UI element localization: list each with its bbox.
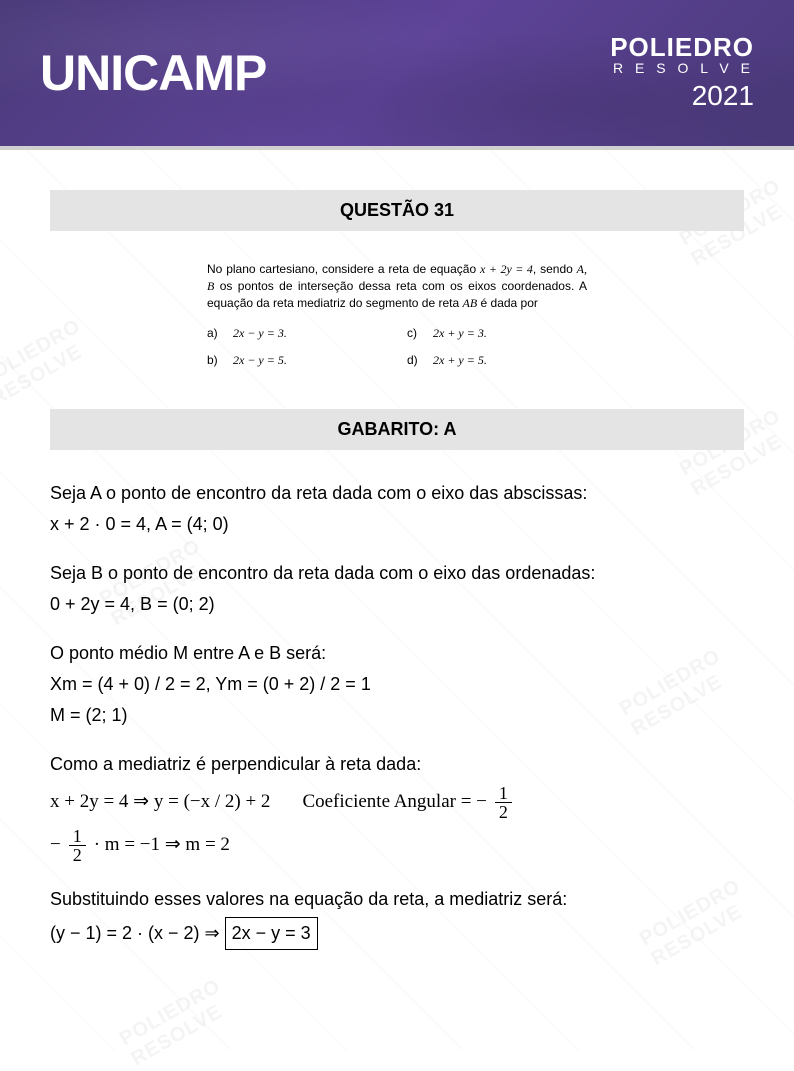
prompt-prefix: No plano cartesiano, considere a reta de… [207,262,480,276]
question-prompt: No plano cartesiano, considere a reta de… [207,261,587,369]
s4-eq2-frac-den: 2 [69,846,86,864]
s4-eq1-frac: 1 2 [495,784,512,821]
poliedro-logo-year: 2021 [610,80,754,112]
s1-line2: x + 2 · 0 = 4, A = (4; 0) [50,511,744,538]
s5-line2: (y − 1) = 2 · (x − 2) ⇒ 2x − y = 3 [50,917,744,950]
s4-eq1-frac-den: 2 [495,803,512,821]
option-d-label: d) [407,352,425,369]
prompt-seg: AB [463,296,478,310]
s4-eq2-frac-num: 1 [69,827,86,846]
s4-line1: Como a mediatriz é perpendicular à reta … [50,751,744,778]
s4-eq2-frac: 1 2 [69,827,86,864]
solution-step-5: Substituindo esses valores na equação da… [50,886,744,950]
s4-eq2-pre: − [50,831,61,860]
options-grid: a) 2x − y = 3. c) 2x + y = 3. b) 2x − y … [207,325,587,369]
poliedro-logo-top: POLIEDRO [610,34,754,60]
solution-body: Seja A o ponto de encontro da reta dada … [50,480,744,950]
unicamp-logo: UNICAMP [40,44,266,102]
solution-step-4: Como a mediatriz é perpendicular à reta … [50,751,744,864]
s4-eq1-frac-num: 1 [495,784,512,803]
s3-line1: O ponto médio M entre A e B será: [50,640,744,667]
s2-line2: 0 + 2y = 4, B = (0; 2) [50,591,744,618]
option-b: b) 2x − y = 5. [207,352,387,369]
prompt-eq: x + 2y = 4 [480,262,533,276]
option-c-label: c) [407,325,425,342]
s4-eq2-post: · m = −1 ⇒ m = 2 [94,831,230,860]
s5-line2-pre: (y − 1) = 2 · (x − 2) ⇒ [50,923,225,943]
solution-step-3: O ponto médio M entre A e B será: Xm = (… [50,640,744,729]
question-title: QUESTÃO 31 [50,190,744,231]
prompt-suffix: é dada por [477,296,538,310]
option-a-eq: 2x − y = 3. [233,325,287,342]
option-a: a) 2x − y = 3. [207,325,387,342]
option-d-eq: 2x + y = 5. [433,352,487,369]
poliedro-logo-subtitle: R E S O L V E [610,60,754,77]
solution-step-2: Seja B o ponto de encontro da reta dada … [50,560,744,618]
s2-line1: Seja B o ponto de encontro da reta dada … [50,560,744,587]
s3-line2: Xm = (4 + 0) / 2 = 2, Ym = (0 + 2) / 2 =… [50,671,744,698]
option-d: d) 2x + y = 5. [407,352,587,369]
solution-step-1: Seja A o ponto de encontro da reta dada … [50,480,744,538]
option-b-eq: 2x − y = 5. [233,352,287,369]
option-c-eq: 2x + y = 3. [433,325,487,342]
s5-line2-box: 2x − y = 3 [225,917,318,950]
s1-line1: Seja A o ponto de encontro da reta dada … [50,480,744,507]
s4-eq1-coef: Coeficiente Angular = − [302,788,486,817]
s4-eq2: − 1 2 · m = −1 ⇒ m = 2 [50,827,744,864]
s3-line3: M = (2; 1) [50,702,744,729]
question-text: No plano cartesiano, considere a reta de… [207,261,587,311]
option-c: c) 2x + y = 3. [407,325,587,342]
s4-eq1-pre: x + 2y = 4 ⇒ y = (−x / 2) + 2 [50,788,270,817]
prompt-mid1: , sendo [533,262,577,276]
option-a-label: a) [207,325,225,342]
page-content: QUESTÃO 31 No plano cartesiano, consider… [0,150,794,992]
option-b-label: b) [207,352,225,369]
s5-line1: Substituindo esses valores na equação da… [50,886,744,913]
s4-eq1: x + 2y = 4 ⇒ y = (−x / 2) + 2 Coeficient… [50,784,744,821]
poliedro-logo: POLIEDRO R E S O L V E 2021 [610,34,754,113]
page-header: UNICAMP POLIEDRO R E S O L V E 2021 [0,0,794,150]
answer-title: GABARITO: A [50,409,744,450]
